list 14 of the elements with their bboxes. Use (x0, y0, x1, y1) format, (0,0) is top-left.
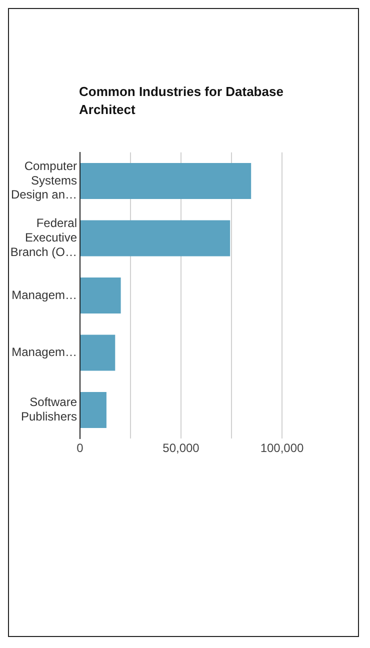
y-tick-label: Managem… (12, 345, 77, 360)
bar (80, 162, 252, 200)
y-tick-label: Managem… (12, 288, 77, 302)
y-tick-label: Software Publishers (20, 395, 78, 424)
bar (80, 277, 121, 314)
bar (80, 220, 230, 256)
bar (80, 392, 106, 428)
x-tick-label: 50,000 (162, 441, 200, 456)
chart-title: Common Industries for Database Architect (79, 83, 284, 119)
y-tick-label: Computer Systems Design an… (10, 158, 78, 202)
y-tick-label: Federal Executive Branch (O… (10, 216, 78, 259)
bar (80, 334, 116, 371)
x-tick-label: 0 (76, 441, 84, 456)
x-tick-label: 100,000 (260, 441, 304, 456)
